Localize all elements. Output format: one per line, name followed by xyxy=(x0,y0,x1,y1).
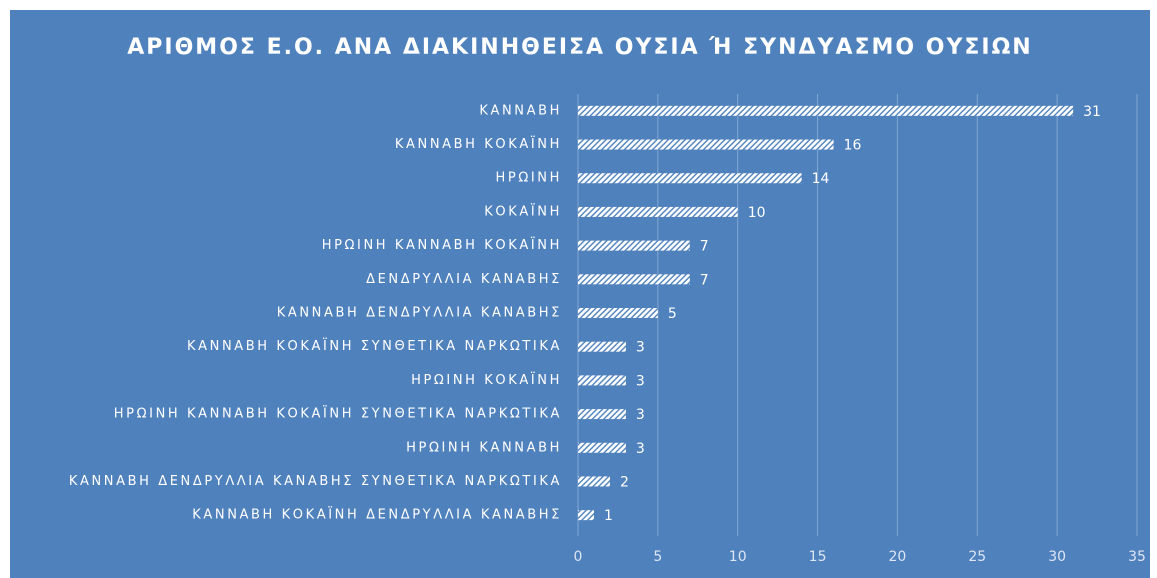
chart-title: ΑΡΙΘΜΟΣ Ε.Ο. ΑΝΑ ΔΙΑΚΙΝΗΘΕΙΣΑ ΟΥΣΙΑ Ή ΣΥ… xyxy=(127,35,1032,60)
bar xyxy=(578,240,690,251)
x-tick-label: 30 xyxy=(1048,549,1066,565)
y-tick-label: ΗΡΩΙΝΗ xyxy=(496,171,562,186)
x-tick-label: 5 xyxy=(653,549,662,565)
x-tick-label: 15 xyxy=(809,549,827,565)
y-tick-label: ΚΑΝΝΑΒΗ ΚΟΚΑΪΝΗ xyxy=(395,136,562,152)
data-label: 3 xyxy=(636,340,645,356)
y-tick-label: ΗΡΩΙΝΗ ΚΟΚΑΪΝΗ xyxy=(411,372,562,388)
bar xyxy=(578,139,834,150)
y-tick-label: ΚΑΝΝΑΒΗ ΚΟΚΑΪΝΗ ΣΥΝΘΕΤΙΚΑ ΝΑΡΚΩΤΙΚΑ xyxy=(187,338,562,354)
x-tick-label: 35 xyxy=(1128,549,1146,565)
bar xyxy=(578,442,626,453)
x-tick-label: 25 xyxy=(968,549,986,565)
bar xyxy=(578,206,738,217)
x-tick-label: 0 xyxy=(574,549,583,565)
y-tick-label: ΔΕΝΔΡΥΛΛΙΑ ΚΑΝΑΒΗΣ xyxy=(366,272,562,287)
bar xyxy=(578,173,802,184)
bar xyxy=(578,375,626,386)
data-label: 3 xyxy=(636,373,645,389)
y-tick-label: ΚΑΝΝΑΒΗ ΔΕΝΔΡΥΛΛΙΑ ΚΑΝΑΒΗΣ xyxy=(277,306,562,321)
y-tick-label: ΚΟΚΑΪΝΗ xyxy=(484,203,562,219)
y-tick-label: ΚΑΝΝΑΒΗ xyxy=(479,103,562,118)
data-label: 2 xyxy=(620,474,629,490)
data-label: 14 xyxy=(812,171,830,187)
data-label: 10 xyxy=(748,205,766,221)
data-label: 31 xyxy=(1083,104,1101,120)
data-label: 7 xyxy=(700,272,709,288)
bar xyxy=(578,308,658,318)
y-tick-label: ΗΡΩΙΝΗ ΚΑΝΝΑΒΗ ΚΟΚΑΪΝΗ xyxy=(322,237,562,253)
data-label: 3 xyxy=(636,441,645,457)
bar xyxy=(578,510,594,521)
bar xyxy=(578,105,1074,116)
y-tick-label: ΗΡΩΙΝΗ ΚΑΝΝΑΒΗ ΚΟΚΑΪΝΗ ΣΥΝΘΕΤΙΚΑ ΝΑΡΚΩΤΙ… xyxy=(114,406,562,422)
data-label: 5 xyxy=(668,306,677,322)
x-tick-label: 20 xyxy=(889,549,907,565)
data-label: 7 xyxy=(700,239,709,255)
plot-background xyxy=(10,10,1150,578)
bar xyxy=(578,274,690,285)
y-tick-label: ΗΡΩΙΝΗ ΚΑΝΝΑΒΗ xyxy=(406,440,562,455)
data-label: 16 xyxy=(844,138,862,154)
data-label: 3 xyxy=(636,407,645,423)
x-tick-label: 10 xyxy=(729,549,747,565)
y-tick-label: ΚΑΝΝΑΒΗ ΔΕΝΔΡΥΛΛΙΑ ΚΑΝΑΒΗΣ ΣΥΝΘΕΤΙΚΑ ΝΑΡ… xyxy=(69,474,562,489)
data-label: 1 xyxy=(604,508,613,524)
bar xyxy=(578,341,626,352)
bar xyxy=(578,476,610,487)
y-tick-label: ΚΑΝΝΑΒΗ ΚΟΚΑΪΝΗ ΔΕΝΔΡΥΛΛΙΑ ΚΑΝΑΒΗΣ xyxy=(192,507,562,523)
bar xyxy=(578,409,626,420)
